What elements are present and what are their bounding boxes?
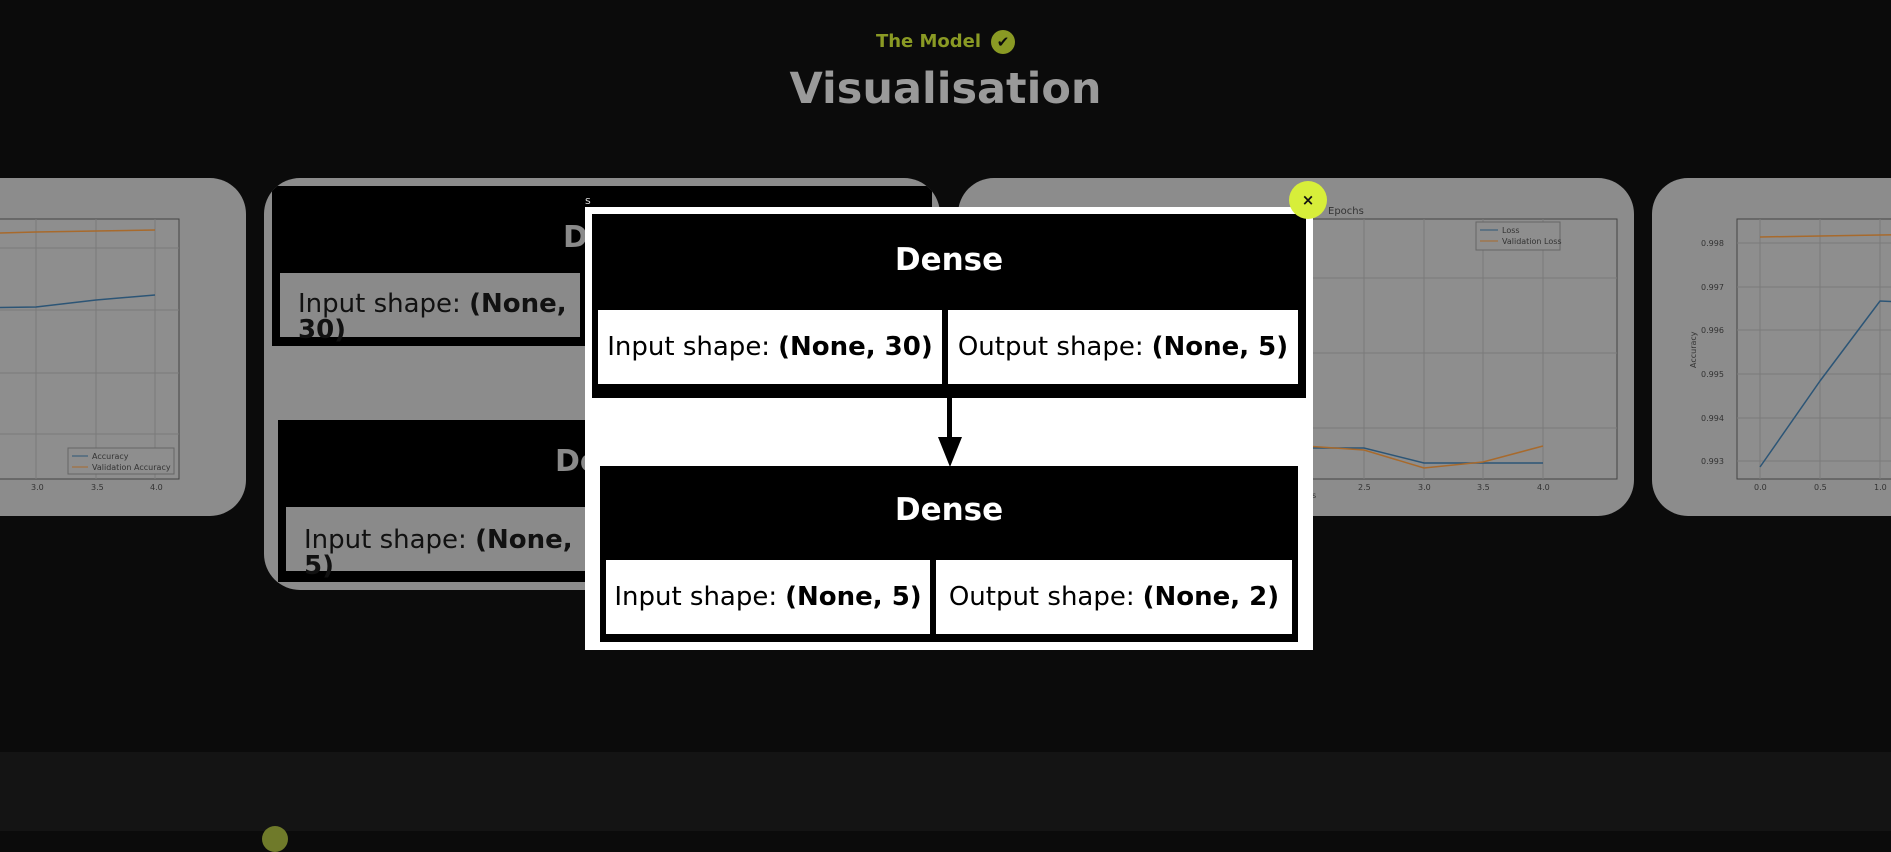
- node-input-cell: Input shape: (None, 30): [280, 273, 580, 343]
- model-node-1: Dense Input shape: (None, 30) Output shap…: [592, 214, 1306, 398]
- node-input-cell: Input shape: (None, 5): [606, 560, 930, 634]
- validation-accuracy-line: [1759, 234, 1891, 238]
- model-node-2: Dense Input shape: (None, 5) Output shape…: [600, 466, 1298, 642]
- node-output-cell: Output shape: (None, 2): [936, 560, 1292, 634]
- node-input-cell: Input shape: (None, 30): [598, 310, 942, 384]
- lightbox-modal: Dense Input shape: (None, 30) Output shap…: [585, 207, 1313, 650]
- output-value: (None, 5): [1151, 332, 1289, 362]
- x-tick: 4.0: [1537, 483, 1550, 492]
- x-tick: 0.5: [1814, 483, 1827, 492]
- plot-title: Epochs: [1328, 206, 1364, 217]
- input-label: Input shape:: [607, 332, 771, 362]
- page: The Model ✔ Visualisation Accuracy Valida…: [0, 30, 1891, 852]
- input-label: Input shape:: [304, 525, 467, 555]
- accuracy-line: [1759, 300, 1891, 468]
- arrow-down-icon: [938, 437, 962, 467]
- x-axis-label: s: [1312, 491, 1316, 500]
- carousel-card-accuracy[interactable]: Accuracy Validation Accuracy 3.0 3.5 4.0: [0, 178, 246, 516]
- input-label: Input shape:: [614, 582, 778, 612]
- output-value: (None, 2): [1142, 582, 1280, 612]
- legend-loss: Loss: [1502, 226, 1520, 235]
- accuracy-line: [0, 294, 156, 309]
- next-section-icon: [262, 826, 288, 852]
- x-tick: 3.5: [91, 483, 104, 492]
- validation-loss-line: [1304, 445, 1544, 469]
- x-tick: 3.0: [1418, 483, 1431, 492]
- input-value: (None, 30): [298, 289, 567, 345]
- modal-caption: s: [585, 194, 591, 207]
- input-value: (None, 30): [778, 332, 933, 362]
- input-label: Input shape:: [298, 289, 461, 319]
- accuracy-plot-2: 0.998 0.997 0.996 0.995 0.994 0.993 Accu…: [1689, 218, 1891, 492]
- node-output-cell: Output shape: (None, 5): [948, 310, 1298, 384]
- node-title: Dense: [894, 492, 1004, 528]
- close-button[interactable]: ×: [1289, 181, 1327, 219]
- y-tick: 0.998: [1701, 239, 1724, 248]
- y-tick: 0.996: [1701, 326, 1724, 335]
- legend-validation-loss: Validation Loss: [1502, 237, 1562, 246]
- node-input-cell: Input shape: (None, 5): [286, 507, 586, 579]
- section-eyebrow: The Model ✔: [0, 30, 1891, 54]
- y-tick: 0.995: [1701, 370, 1724, 379]
- x-tick: 3.5: [1477, 483, 1490, 492]
- eyebrow-label: The Model: [875, 31, 982, 52]
- x-tick: 3.0: [31, 483, 44, 492]
- accuracy-plot: Accuracy Validation Accuracy 3.0 3.5 4.0: [0, 218, 180, 492]
- legend-validation-accuracy: Validation Accuracy: [92, 463, 171, 472]
- output-label: Output shape:: [948, 582, 1135, 612]
- x-tick: 2.5: [1358, 483, 1371, 492]
- y-tick: 0.993: [1701, 457, 1724, 466]
- output-label: Output shape:: [957, 332, 1144, 362]
- x-tick: 0.0: [1754, 483, 1767, 492]
- validation-accuracy-line: [0, 229, 156, 234]
- carousel-card-accuracy-2[interactable]: 0.998 0.997 0.996 0.995 0.994 0.993 Accu…: [1652, 178, 1891, 516]
- connector-line: [947, 389, 952, 441]
- y-axis-label: Accuracy: [1689, 331, 1698, 368]
- next-section: [0, 752, 1891, 831]
- section-title: Visualisation: [789, 64, 1102, 114]
- input-value: (None, 5): [785, 582, 922, 612]
- y-tick: 0.994: [1701, 414, 1724, 423]
- x-tick: 1.0: [1874, 483, 1887, 492]
- legend-accuracy: Accuracy: [92, 452, 129, 461]
- y-tick: 0.997: [1701, 283, 1724, 292]
- x-tick: 4.0: [150, 483, 163, 492]
- node-title: Dense: [894, 242, 1004, 278]
- verified-check-icon: ✔: [991, 30, 1016, 54]
- input-value: (None, 5): [304, 525, 573, 581]
